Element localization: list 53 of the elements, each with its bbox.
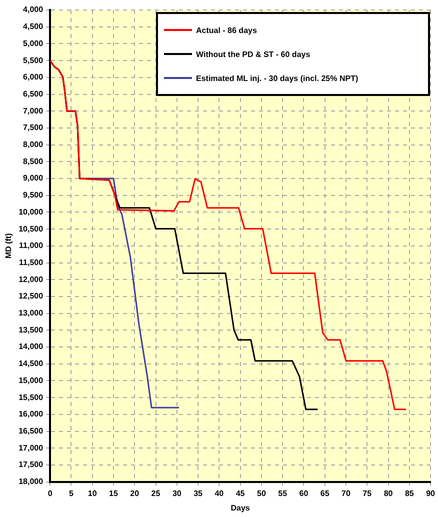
- y-tick-label: 15,000: [18, 376, 44, 385]
- y-tick-label: 17,000: [18, 443, 44, 452]
- x-tick-label: 45: [236, 488, 246, 498]
- y-tick-label: 11,500: [19, 258, 44, 267]
- y-tick-label: 18,000: [18, 477, 44, 486]
- y-tick-label: 17,500: [18, 460, 44, 470]
- x-tick-label: 30: [172, 488, 182, 498]
- x-tick-label: 70: [342, 488, 351, 498]
- legend-label: Estimated ML inj. - 30 days (incl. 25% NPT): [196, 74, 358, 82]
- x-tick-label: 20: [130, 488, 140, 498]
- y-tick-label: 6,000: [23, 72, 44, 82]
- x-tick-label: 85: [404, 488, 414, 498]
- y-tick-label: 8,000: [23, 140, 44, 150]
- x-tick-label: 40: [214, 488, 224, 498]
- y-tick-label: 5,500: [23, 56, 44, 65]
- y-tick-label: 11,000: [19, 241, 44, 250]
- y-tick-label: 7,000: [23, 106, 44, 116]
- y-tick-label: 9,000: [23, 174, 44, 183]
- y-tick-label: 13,500: [18, 325, 44, 334]
- y-tick-label: 7,500: [23, 123, 44, 132]
- x-tick-label: 80: [384, 488, 394, 498]
- x-tick-label: 65: [320, 488, 330, 498]
- x-tick-label: 55: [278, 488, 288, 498]
- y-tick-label: 9,500: [23, 190, 44, 200]
- x-tick-label: 50: [256, 488, 266, 498]
- y-tick-label: 10,000: [18, 207, 44, 216]
- y-tick-label: 12,500: [18, 292, 44, 301]
- x-tick-label: 10: [88, 488, 98, 498]
- y-tick-label: 5,000: [23, 38, 44, 48]
- y-tick-label: 6,500: [23, 89, 44, 98]
- y-tick-label: 15,500: [18, 392, 44, 402]
- y-axis-title: MD (ft): [4, 232, 14, 259]
- y-tick-label: 4,000: [23, 5, 44, 14]
- x-tick-label: 5: [68, 488, 74, 498]
- y-tick-label: 12,000: [18, 274, 44, 284]
- y-tick-label: 10,500: [18, 224, 44, 234]
- legend-label: Actual - 86 days: [196, 26, 257, 34]
- x-tick-label: 0: [48, 488, 53, 498]
- x-tick-label: 75: [362, 488, 372, 498]
- legend-label: Without the PD & ST - 60 days: [196, 50, 310, 58]
- y-tick-label: 16,000: [18, 410, 44, 419]
- x-tick-label: 90: [426, 488, 436, 498]
- y-tick-label: 13,000: [18, 308, 44, 318]
- x-tick-label: 25: [151, 488, 161, 498]
- y-tick-label: 8,500: [23, 156, 44, 166]
- y-tick-label: 16,500: [18, 426, 44, 436]
- y-tick-label: 14,000: [18, 342, 44, 352]
- x-tick-label: 35: [194, 488, 204, 498]
- y-tick-label: 4,500: [23, 22, 44, 32]
- x-axis-title: Days: [230, 503, 250, 512]
- y-tick-label: 14,500: [18, 359, 44, 368]
- x-tick-label: 60: [299, 488, 309, 498]
- x-tick-label: 15: [109, 488, 118, 498]
